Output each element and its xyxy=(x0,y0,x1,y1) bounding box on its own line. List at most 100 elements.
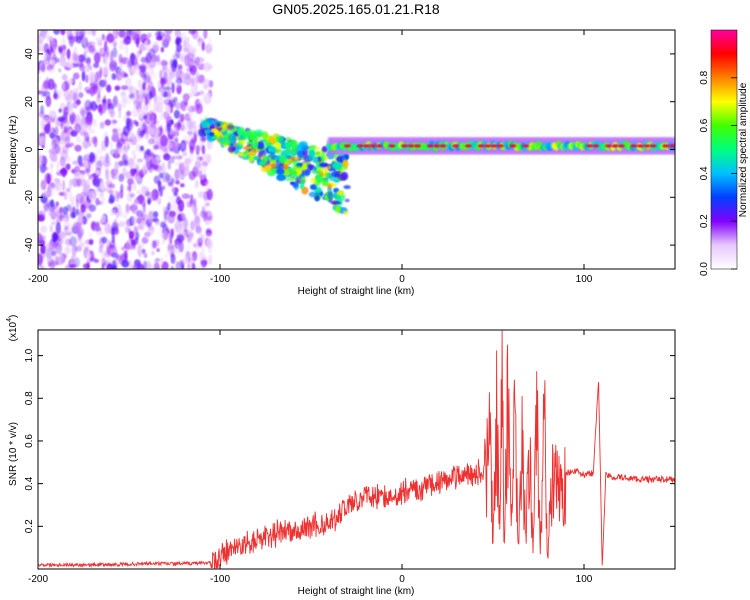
spectrogram-noise-cell xyxy=(110,50,114,62)
spectrogram-noise-cell xyxy=(58,253,65,264)
spectrogram-noise-cell xyxy=(182,121,190,131)
spectrogram-noise-cell xyxy=(161,261,169,269)
spectrogram-noise-cell xyxy=(118,53,123,63)
colorbar-tick-label: 0.0 xyxy=(699,262,710,276)
spectrogram-noise-cell xyxy=(80,191,87,199)
spectrogram-noise-cell xyxy=(206,240,213,250)
colorbar-scale xyxy=(710,29,738,270)
spectrogram-noise-cell xyxy=(120,183,124,192)
spectrogram-noise-cell xyxy=(74,123,82,134)
spectrogram-noise-cell xyxy=(79,242,86,248)
spectrogram-noise-cell xyxy=(38,239,46,245)
spectrogram-noise-cell xyxy=(78,162,84,168)
spectrogram-noise-cell xyxy=(59,51,68,57)
spectrogram-noise-cell xyxy=(190,220,196,231)
spectrogram-carrier-peak xyxy=(636,144,644,148)
snr-y-multiplier-exp: 4 xyxy=(6,318,13,322)
spectrogram-noise-cell xyxy=(71,52,78,62)
spectrogram-signal-cell xyxy=(211,135,218,141)
spectrogram-noise-cell xyxy=(49,110,57,118)
spectrogram-noise-cell xyxy=(82,154,90,165)
spectrogram-noise-cell xyxy=(142,211,147,220)
spectrogram-noise-cell xyxy=(137,211,142,223)
spectrogram-noise-cell xyxy=(142,202,146,213)
spectrogram-noise-cell xyxy=(170,253,176,265)
spectrogram-noise-cell xyxy=(164,210,169,222)
spectrogram-noise-cell xyxy=(167,213,176,224)
spectrogram-signal-cell xyxy=(249,149,257,155)
spectrogram-noise-cell xyxy=(136,158,144,163)
spectrogram-noise-cell xyxy=(140,56,147,63)
spectrogram-noise-cell xyxy=(204,179,212,191)
spectrogram-noise-cell xyxy=(52,46,57,54)
spectrogram-noise-cell xyxy=(108,189,114,195)
spectrogram-signal-cell xyxy=(275,135,285,143)
spectrogram-carrier-peak xyxy=(585,144,593,148)
spectrogram-signal-cell xyxy=(301,163,308,171)
spectrogram-signal-cell xyxy=(311,169,321,175)
spectrogram-noise-cell xyxy=(157,80,162,90)
spectrogram-noise-cell xyxy=(93,188,100,193)
spectrogram-signal-cell xyxy=(319,162,329,168)
spectrogram-noise-cell xyxy=(45,115,52,124)
spectrogram-noise-cell xyxy=(133,99,139,106)
spectrogram-y-label: Frequency (Hz) xyxy=(8,116,19,185)
spectrogram-noise-cell xyxy=(195,103,203,115)
spectrogram-signal-cell xyxy=(238,139,246,146)
spectrogram-signal-cell xyxy=(315,151,321,156)
spectrogram-carrier-peak xyxy=(369,144,377,148)
spectrogram-signal-cell xyxy=(209,132,215,137)
spectrogram-noise-cell xyxy=(69,89,74,95)
spectrogram-noise-cell xyxy=(83,50,87,61)
spectrogram-noise-cell xyxy=(84,200,91,210)
spectrogram-noise-cell xyxy=(40,179,47,191)
spectrogram-noise-cell xyxy=(38,62,41,70)
spectrogram-noise-cell xyxy=(51,146,59,156)
spectrogram-noise-cell xyxy=(121,259,130,268)
spectrogram-noise-cell xyxy=(42,190,51,198)
spectrogram-signal-cell xyxy=(309,184,317,191)
spectrogram-noise-cell xyxy=(91,136,97,144)
spectrogram-signal-cell xyxy=(283,163,289,171)
spectrogram-carrier-peak xyxy=(401,144,409,148)
spectrogram-noise-cell xyxy=(88,239,94,245)
spectrogram-noise-cell xyxy=(92,103,97,112)
spectrogram-noise-cell xyxy=(93,52,101,64)
snr-x-ticks: -200 -100 0 100 xyxy=(28,330,593,585)
spectrogram-noise-cell xyxy=(136,135,143,142)
spectrogram-signal-cell xyxy=(252,140,259,149)
colorbar-label: Normalized spectral amplitude xyxy=(738,82,749,217)
spectrogram-noise-cell xyxy=(49,58,56,65)
spectrogram-noise-cell xyxy=(138,194,144,205)
spectrogram-noise-cell xyxy=(47,121,51,128)
spectrogram-noise-cell xyxy=(88,174,93,180)
spectrogram-noise-cell xyxy=(93,225,101,230)
spectrogram-noise-cell xyxy=(121,246,125,251)
spectrogram-noise-cell xyxy=(88,204,96,212)
spectrogram-noise-cell xyxy=(49,162,54,169)
spectrogram-noise-cell xyxy=(114,161,119,171)
spectrogram-noise-cell xyxy=(161,59,167,71)
spectrogram-carrier-peak xyxy=(496,144,504,148)
spectrogram-noise-cell xyxy=(129,133,137,146)
spectrogram-noise-cell xyxy=(191,251,197,257)
spectrogram-noise-cell xyxy=(191,123,195,128)
spectrogram-signal-cell xyxy=(327,191,334,201)
spectrogram-noise-cell xyxy=(122,210,129,219)
spectrogram-noise-cell xyxy=(55,201,60,207)
spectrogram-noise-cell xyxy=(123,35,132,45)
spectrogram-noise-cell xyxy=(40,243,46,255)
spectrogram-noise-cell xyxy=(65,238,72,246)
spectrogram-noise-cell xyxy=(81,70,86,82)
spectrogram-noise-cell xyxy=(74,257,80,268)
spectrogram-noise-cell xyxy=(52,83,58,90)
spectrogram-carrier-peak xyxy=(452,144,460,148)
spectrogram-signal-cell xyxy=(249,156,254,163)
spectrogram-noise-cell xyxy=(194,56,201,66)
spectrogram-noise-cell xyxy=(68,77,75,85)
spectrogram-noise-cell xyxy=(117,68,125,81)
spectrogram-noise-cell xyxy=(92,119,97,128)
spectrogram-noise-cell xyxy=(50,38,56,49)
spectrogram-noise-cell xyxy=(182,143,187,152)
spectrogram-noise-cell xyxy=(79,131,86,136)
